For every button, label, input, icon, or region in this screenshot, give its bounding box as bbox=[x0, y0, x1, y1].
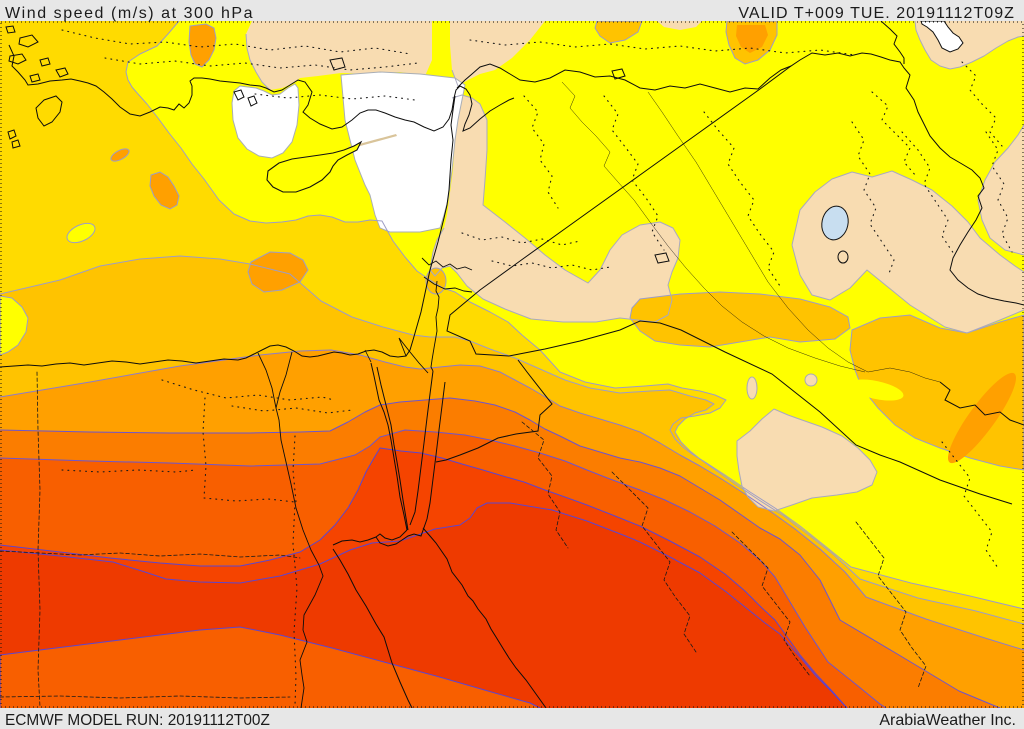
svg-text:VALID T+009 TUE. 20191112T09Z: VALID T+009 TUE. 20191112T09Z bbox=[738, 5, 1015, 22]
svg-text:Wind speed (m/s) at 300 hPa: Wind speed (m/s) at 300 hPa bbox=[5, 5, 254, 22]
svg-text:ECMWF MODEL RUN: 20191112T00Z: ECMWF MODEL RUN: 20191112T00Z bbox=[5, 712, 270, 729]
svg-text:ArabiaWeather Inc.: ArabiaWeather Inc. bbox=[879, 712, 1016, 729]
